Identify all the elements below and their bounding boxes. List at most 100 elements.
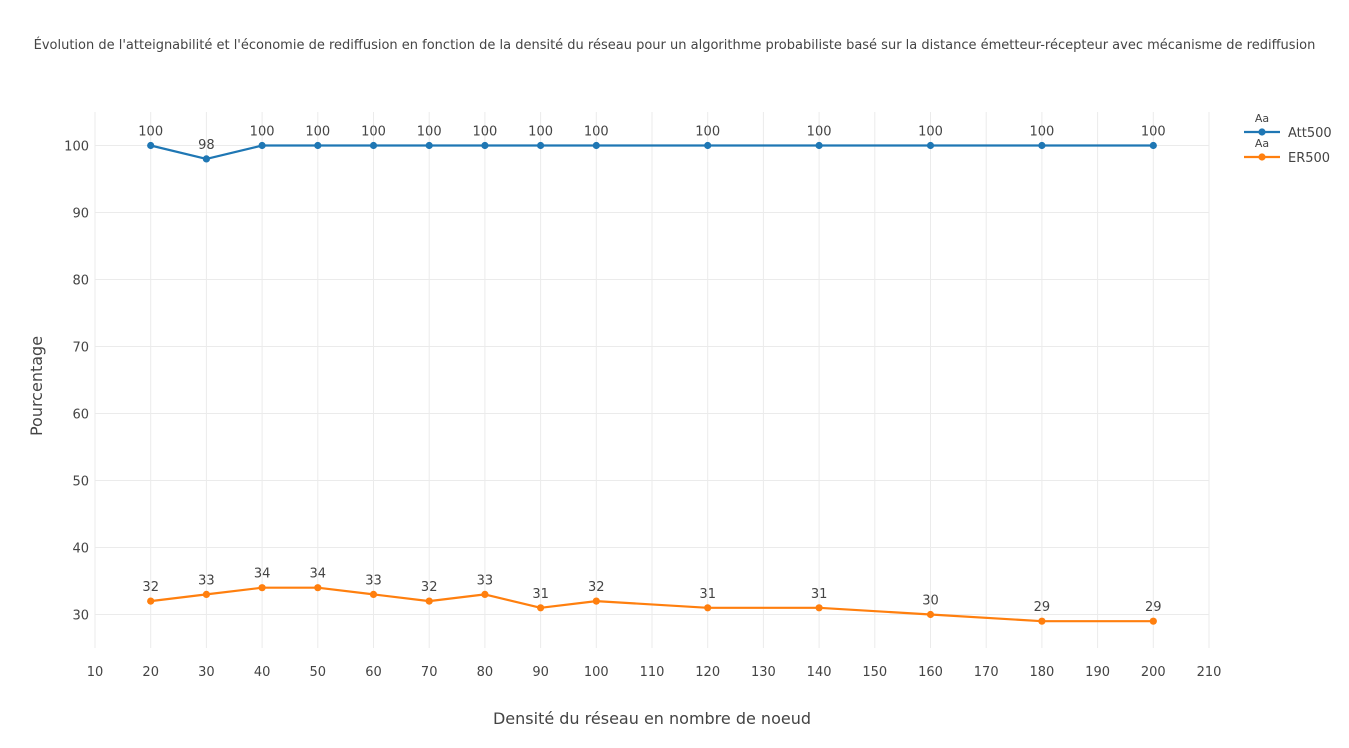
data-label: 33	[198, 573, 215, 588]
x-tick-label: 190	[1085, 665, 1110, 680]
data-point	[1038, 141, 1046, 150]
data-point	[815, 141, 823, 150]
data-point	[537, 604, 545, 612]
x-axis-title: Densité du réseau en nombre de noeud	[493, 709, 811, 728]
data-point	[369, 141, 378, 150]
data-label: 32	[588, 580, 605, 595]
x-tick-label: 210	[1197, 665, 1222, 680]
data-point	[258, 141, 266, 150]
x-tick-label: 50	[310, 665, 327, 680]
x-tick-label: 110	[640, 665, 665, 680]
data-label: 100	[1141, 125, 1166, 140]
data-point	[147, 597, 155, 605]
data-label: 31	[532, 587, 549, 602]
data-label: 100	[528, 125, 553, 140]
data-label: 100	[305, 125, 330, 140]
data-point	[314, 141, 322, 150]
data-label: 29	[1145, 600, 1162, 615]
data-label: 100	[250, 125, 275, 140]
data-label: 34	[310, 567, 327, 582]
data-label: 100	[138, 125, 163, 140]
x-tick-label: 80	[477, 665, 494, 680]
legend-swatch-point	[1258, 128, 1266, 136]
x-tick-label: 70	[421, 665, 438, 680]
axis-layer: 10 20 30 40 50 60 70 80 90 100 110 120 130 140 150 160 1…	[64, 140, 1221, 681]
chart-title: Évolution de l'atteignabilité et l'écono…	[33, 38, 1316, 53]
data-label: 31	[811, 587, 828, 602]
legend[interactable]: Aa Att500 Aa ER500	[1244, 112, 1332, 166]
y-tick-label: 80	[72, 274, 89, 289]
legend-swatch-point	[1258, 153, 1266, 161]
x-tick-label: 140	[807, 665, 832, 680]
data-label: 100	[417, 125, 442, 140]
legend-label: Att500	[1288, 126, 1332, 141]
data-label: 33	[477, 573, 494, 588]
data-label: 100	[918, 125, 943, 140]
data-label: 32	[142, 580, 159, 595]
series-att500	[147, 141, 1157, 163]
x-tick-label: 170	[974, 665, 999, 680]
legend-marker-text: Aa	[1255, 112, 1269, 125]
data-point	[592, 597, 600, 605]
x-tick-label: 90	[532, 665, 549, 680]
y-tick-label: 90	[72, 207, 89, 222]
x-tick-label: 180	[1029, 665, 1054, 680]
series-er500	[147, 584, 1157, 625]
y-tick-label: 100	[64, 140, 89, 155]
data-point	[537, 141, 545, 150]
series-line	[150, 586, 1154, 623]
data-point	[369, 590, 378, 599]
data-point	[926, 141, 935, 150]
y-tick-label: 60	[72, 408, 89, 423]
data-point	[815, 604, 823, 612]
data-label: 30	[922, 594, 939, 609]
x-tick-label: 20	[142, 665, 159, 680]
data-label: 34	[254, 567, 271, 582]
data-point	[704, 141, 712, 150]
data-point	[147, 141, 155, 150]
x-tick-label: 200	[1141, 665, 1166, 680]
data-label: 32	[421, 580, 438, 595]
data-point	[314, 584, 322, 592]
x-tick-label: 100	[584, 665, 609, 680]
data-point	[202, 155, 210, 163]
y-tick-label: 50	[72, 475, 89, 490]
legend-marker-text: Aa	[1255, 137, 1269, 150]
legend-item-att500[interactable]: Aa Att500	[1244, 112, 1332, 141]
data-label: 100	[1029, 125, 1054, 140]
data-point	[926, 610, 935, 619]
data-point	[592, 141, 600, 150]
y-axis-title: Pourcentage	[27, 336, 46, 436]
data-label: 31	[699, 587, 716, 602]
x-tick-label: 150	[862, 665, 887, 680]
data-label: 33	[365, 573, 382, 588]
data-label: 98	[198, 138, 215, 153]
x-tick-label: 40	[254, 665, 271, 680]
x-tick-label: 160	[918, 665, 943, 680]
data-point	[425, 597, 433, 605]
legend-label: ER500	[1288, 151, 1330, 166]
data-point	[202, 590, 210, 599]
data-label: 29	[1034, 600, 1051, 615]
x-tick-label: 60	[365, 665, 382, 680]
legend-item-er500[interactable]: Aa ER500	[1244, 137, 1330, 166]
x-tick-label: 30	[198, 665, 215, 680]
x-tick-label: 130	[751, 665, 776, 680]
x-tick-label: 120	[695, 665, 720, 680]
data-point	[1038, 617, 1046, 625]
x-tick-label: 10	[87, 665, 104, 680]
series-line	[150, 144, 1154, 160]
data-point	[1149, 617, 1157, 625]
y-tick-label: 30	[72, 609, 89, 624]
data-label-layer: 100 98 100 100 100 100 100 100 100 100 100 100 100 10…	[138, 125, 1165, 616]
data-label: 100	[584, 125, 609, 140]
y-tick-label: 70	[72, 341, 89, 356]
data-point	[704, 604, 712, 612]
series-layer	[147, 141, 1157, 625]
data-point	[425, 141, 433, 150]
data-label: 100	[695, 125, 720, 140]
data-point	[481, 141, 489, 150]
data-point	[481, 590, 489, 599]
data-label: 100	[361, 125, 386, 140]
